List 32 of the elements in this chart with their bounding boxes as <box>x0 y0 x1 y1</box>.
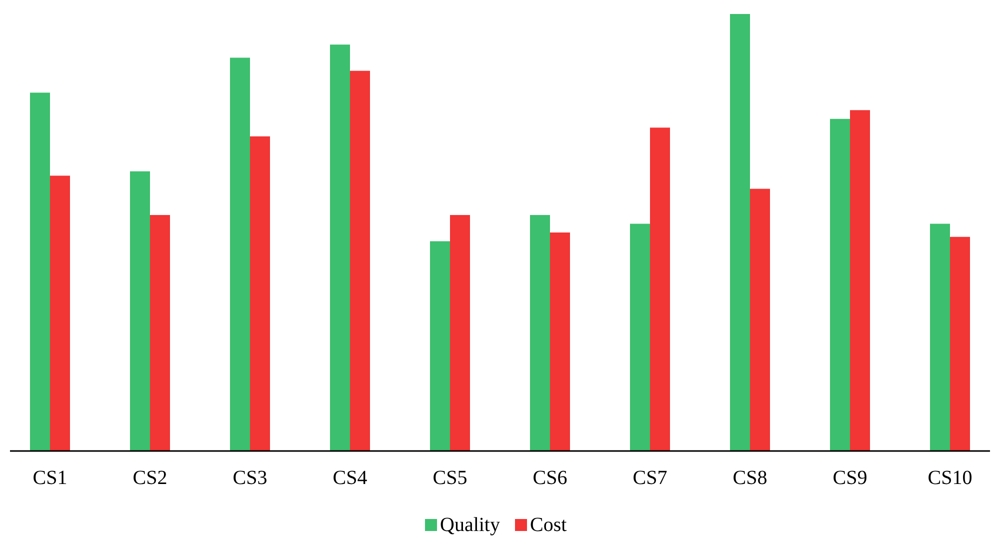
bar <box>50 176 70 451</box>
legend-label: Cost <box>530 514 568 536</box>
x-tick-label: CS5 <box>432 467 468 489</box>
bar <box>150 215 170 451</box>
bar <box>550 232 570 451</box>
bar <box>850 110 870 451</box>
legend-label: Quality <box>440 514 500 536</box>
bar <box>750 188 770 451</box>
bar <box>350 70 370 451</box>
x-tick-label: CS8 <box>732 467 768 489</box>
x-tick-label: CS6 <box>532 467 568 489</box>
bar <box>650 128 670 451</box>
bar <box>130 171 150 451</box>
bar <box>30 92 50 451</box>
x-tick-label: CS9 <box>832 467 868 489</box>
bar <box>450 215 470 451</box>
bar <box>330 44 350 451</box>
bar <box>730 14 750 451</box>
x-tick-label: CS3 <box>232 467 268 489</box>
bar <box>230 58 250 451</box>
x-tick-label: CS2 <box>132 467 168 489</box>
x-tick-label: CS1 <box>32 467 68 489</box>
bar <box>430 241 450 451</box>
x-tick-label: CS7 <box>632 467 668 489</box>
bar <box>930 224 950 451</box>
bar <box>530 215 550 451</box>
bar <box>250 136 270 451</box>
bar <box>630 224 650 451</box>
x-tick-label: CS10 <box>928 467 972 489</box>
bar <box>830 118 850 451</box>
x-tick-label: CS4 <box>332 467 368 489</box>
bar <box>950 236 970 451</box>
